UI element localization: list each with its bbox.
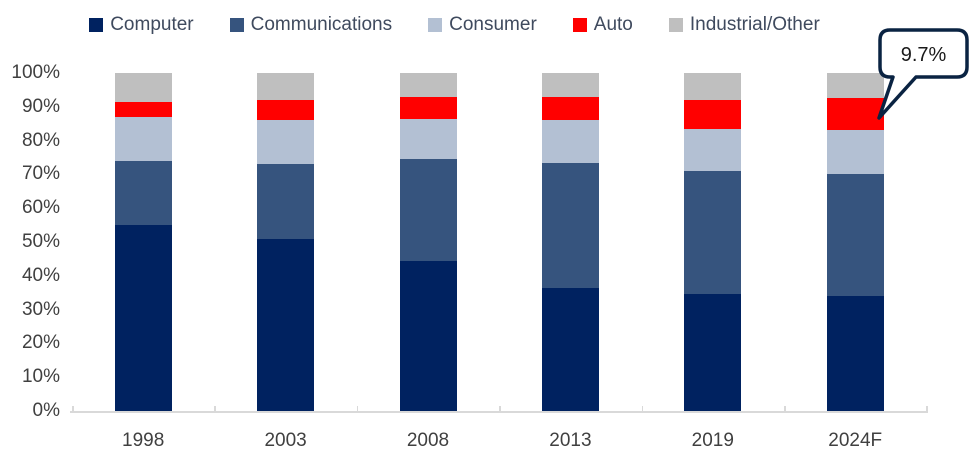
y-axis-label-80: 80% <box>21 129 60 151</box>
bar-2008 <box>399 73 457 411</box>
legend-swatch-icon <box>668 18 683 32</box>
legend-item-industrial-other: Industrial/Other <box>668 14 820 36</box>
legend-item-computer: Computer <box>89 14 194 36</box>
segment-2008-computer <box>399 260 457 411</box>
segment-2008-industrial-other <box>399 73 457 97</box>
x-axis-tick <box>214 406 216 411</box>
legend-label: Communications <box>250 14 393 35</box>
segment-2019-communications <box>684 171 742 295</box>
segment-1998-industrial-other <box>114 73 172 102</box>
bar-2019 <box>684 73 742 411</box>
x-axis-line <box>70 411 928 413</box>
x-axis-label-2013: 2013 <box>549 430 592 451</box>
segment-2008-communications <box>399 159 457 261</box>
segment-2008-auto <box>399 96 457 119</box>
segment-2008-consumer <box>399 118 457 160</box>
segment-2019-industrial-other <box>684 73 742 101</box>
y-axis-label-70: 70% <box>21 163 60 185</box>
segment-2019-auto <box>684 100 742 129</box>
legend-item-auto: Auto <box>572 14 633 36</box>
legend-label: Auto <box>593 14 633 35</box>
x-axis-tick <box>499 406 501 411</box>
y-axis-label-0: 0% <box>32 400 60 421</box>
legend-swatch-icon <box>572 18 587 32</box>
callout-value: 9.7% <box>901 44 947 66</box>
legend-label: Computer <box>110 14 194 35</box>
segment-1998-auto <box>114 101 172 117</box>
segment-2013-industrial-other <box>541 73 599 97</box>
bar-1998 <box>114 73 172 411</box>
segment-2003-communications <box>257 164 315 239</box>
plot-area <box>72 73 927 411</box>
segment-2019-computer <box>684 294 742 411</box>
segment-2024f-computer <box>826 296 884 411</box>
legend-label: Industrial/Other <box>689 14 820 35</box>
callout-bubble-shape <box>877 28 969 120</box>
legend-item-consumer: Consumer <box>428 14 537 36</box>
legend-label: Consumer <box>449 14 537 35</box>
y-axis-label-10: 10% <box>21 366 60 388</box>
y-axis-label-50: 50% <box>21 231 60 252</box>
legend-swatch-icon <box>229 18 244 32</box>
y-axis-label-30: 30% <box>21 298 60 320</box>
segment-2024f-industrial-other <box>826 73 884 98</box>
x-axis-label-1998: 1998 <box>122 430 165 451</box>
bar-2013 <box>541 73 599 411</box>
segment-2013-auto <box>541 96 599 121</box>
segment-2024f-consumer <box>826 130 884 175</box>
segment-2003-consumer <box>257 120 315 165</box>
y-axis-label-90: 90% <box>21 95 60 117</box>
segment-2024f-communications <box>826 174 884 297</box>
y-axis-label-100: 100% <box>11 62 60 83</box>
segment-2003-computer <box>257 238 315 411</box>
legend-swatch-icon <box>428 18 443 32</box>
segment-2013-computer <box>541 287 599 411</box>
bar-2024f <box>826 73 884 411</box>
x-axis-label-2024f: 2024F <box>828 430 883 451</box>
x-axis-tick <box>356 406 359 411</box>
segment-2003-industrial-other <box>257 73 315 101</box>
x-axis-label-2008: 2008 <box>406 430 450 451</box>
x-axis-label-2003: 2003 <box>264 430 307 451</box>
x-axis-tick <box>926 406 928 411</box>
segment-1998-consumer <box>114 116 172 161</box>
segment-1998-communications <box>114 160 172 226</box>
segment-2013-communications <box>541 162 599 288</box>
segment-2013-consumer <box>541 120 599 163</box>
y-axis-label-20: 20% <box>21 332 60 354</box>
x-axis-tick <box>784 406 786 411</box>
y-axis-label-40: 40% <box>21 264 60 286</box>
legend-item-communications: Communications <box>229 14 393 36</box>
x-axis-tick <box>641 406 644 411</box>
legend: Computer Communications Consumer Auto Indust… <box>0 14 909 36</box>
segment-2003-auto <box>257 100 315 121</box>
segment-1998-computer <box>114 225 172 411</box>
segment-2024f-auto <box>826 97 884 131</box>
legend-swatch-icon <box>89 18 104 32</box>
segment-2019-consumer <box>684 128 742 171</box>
bar-2003 <box>257 73 315 411</box>
x-axis-label-2019: 2019 <box>691 430 734 451</box>
annotation-callout: 9.7% <box>877 28 969 120</box>
y-axis-label-60: 60% <box>21 197 60 219</box>
x-axis-tick <box>72 406 74 411</box>
